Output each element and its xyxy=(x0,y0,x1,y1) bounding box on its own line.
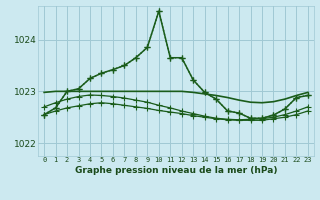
X-axis label: Graphe pression niveau de la mer (hPa): Graphe pression niveau de la mer (hPa) xyxy=(75,166,277,175)
